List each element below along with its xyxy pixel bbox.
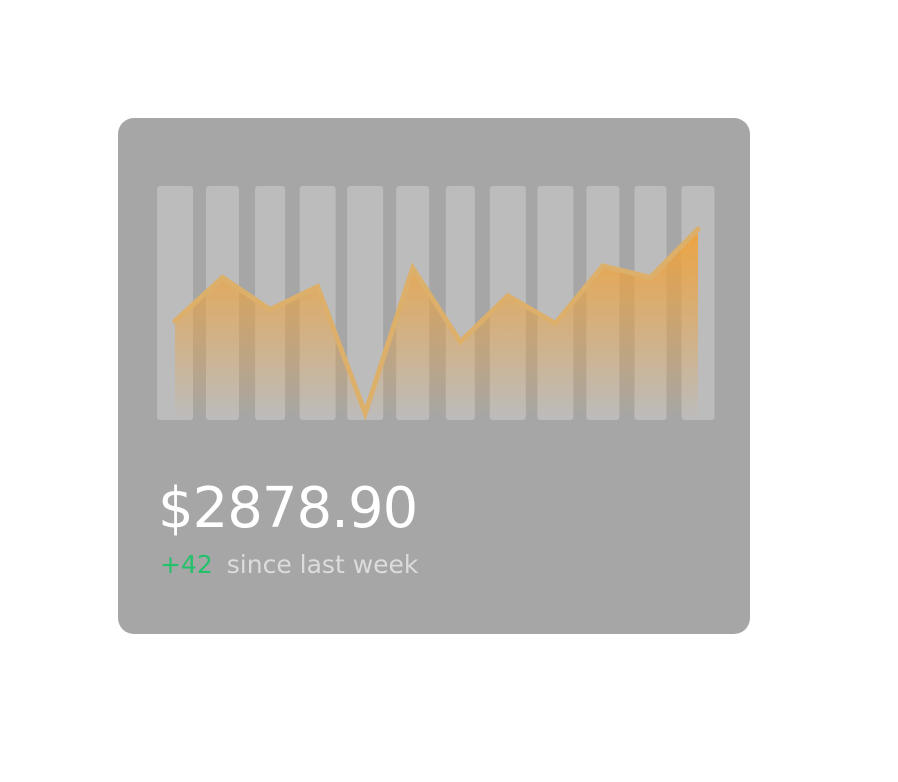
stat-card: $2878.90 +42 since last week [118, 118, 750, 634]
since-label: since last week [226, 550, 419, 579]
sparkline-chart [157, 186, 715, 421]
change-row: +42 since last week [160, 548, 418, 582]
series-area [175, 229, 698, 420]
change-delta: +42 [160, 550, 213, 579]
series-line [172, 226, 701, 421]
column-bg-5 [347, 186, 384, 420]
total-value: $2878.90 [158, 476, 418, 541]
